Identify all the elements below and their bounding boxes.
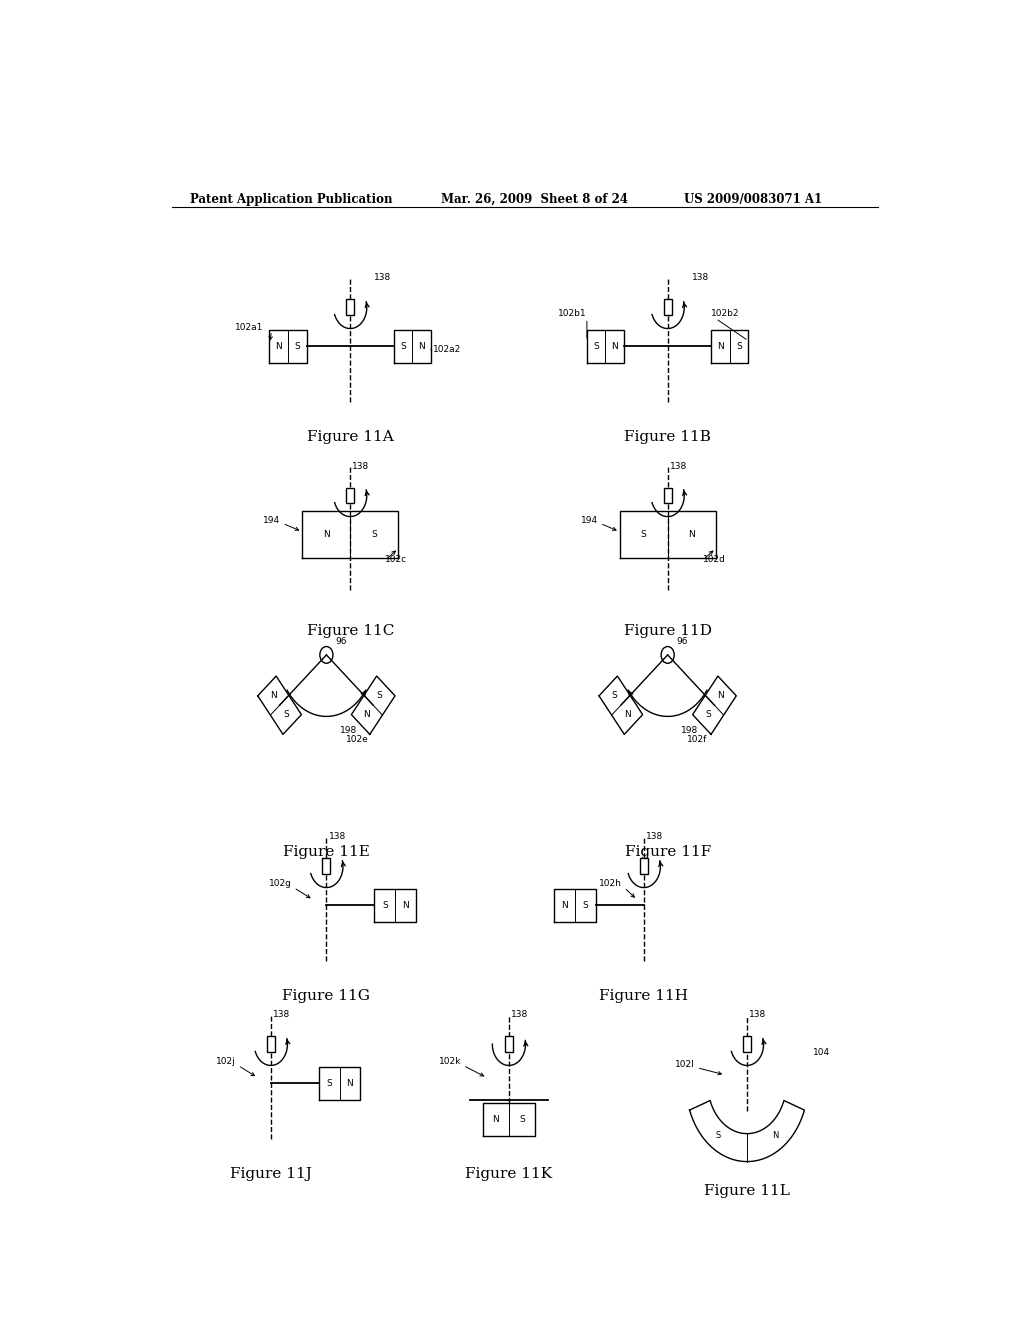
Bar <box>743 1036 751 1052</box>
Text: 102j: 102j <box>216 1057 236 1065</box>
Bar <box>346 487 354 503</box>
Text: 102b2: 102b2 <box>712 309 739 318</box>
Text: 96: 96 <box>335 636 347 645</box>
Text: Figure 11C: Figure 11C <box>306 624 394 638</box>
Text: N: N <box>688 529 695 539</box>
Text: S: S <box>327 1078 332 1088</box>
Text: 198: 198 <box>681 726 698 735</box>
Bar <box>664 487 672 503</box>
Text: S: S <box>716 1131 721 1140</box>
Text: Figure 11J: Figure 11J <box>230 1167 311 1181</box>
Text: 102a1: 102a1 <box>234 322 263 331</box>
Text: 102g: 102g <box>268 879 292 888</box>
Text: Figure 11L: Figure 11L <box>705 1184 790 1199</box>
Text: Figure 11D: Figure 11D <box>624 624 712 638</box>
Text: S: S <box>736 342 742 351</box>
Text: S: S <box>372 529 377 539</box>
Text: 102h: 102h <box>599 879 622 888</box>
Text: 102a2: 102a2 <box>433 345 462 354</box>
Text: 198: 198 <box>340 726 356 735</box>
Text: Figure 11B: Figure 11B <box>625 430 711 445</box>
Text: 138: 138 <box>352 462 370 470</box>
Text: N: N <box>718 692 724 700</box>
Text: 138: 138 <box>374 273 391 282</box>
Text: S: S <box>593 342 599 351</box>
Text: S: S <box>611 692 617 700</box>
Text: S: S <box>583 902 589 909</box>
Text: 138: 138 <box>329 833 346 841</box>
Text: 102k: 102k <box>438 1057 461 1065</box>
Text: N: N <box>624 710 631 719</box>
Text: 138: 138 <box>511 1010 528 1019</box>
Text: N: N <box>364 710 371 719</box>
Text: 102d: 102d <box>702 556 725 565</box>
Bar <box>664 300 672 315</box>
Text: N: N <box>270 692 276 700</box>
Text: 138: 138 <box>750 1010 766 1019</box>
Text: 194: 194 <box>581 516 598 525</box>
Text: S: S <box>377 692 382 700</box>
Text: 194: 194 <box>263 516 281 525</box>
Text: US 2009/0083071 A1: US 2009/0083071 A1 <box>684 193 821 206</box>
Text: 138: 138 <box>691 273 709 282</box>
Bar <box>267 1036 274 1052</box>
Bar <box>640 858 648 874</box>
Bar <box>346 300 354 315</box>
Text: Figure 11G: Figure 11G <box>283 989 371 1003</box>
Text: Figure 11K: Figure 11K <box>465 1167 553 1181</box>
Text: N: N <box>611 342 618 351</box>
Text: 102b1: 102b1 <box>558 309 587 318</box>
Text: Figure 11A: Figure 11A <box>307 430 393 445</box>
Text: S: S <box>706 710 711 719</box>
Text: S: S <box>400 342 406 351</box>
Text: S: S <box>382 902 388 909</box>
Text: N: N <box>419 342 425 351</box>
Text: 96: 96 <box>677 636 688 645</box>
Text: 104: 104 <box>812 1048 829 1057</box>
Bar <box>505 1036 513 1052</box>
Text: Patent Application Publication: Patent Application Publication <box>189 193 392 206</box>
Text: Figure 11H: Figure 11H <box>599 989 688 1003</box>
Text: N: N <box>561 902 568 909</box>
Text: N: N <box>275 342 282 351</box>
Text: S: S <box>283 710 289 719</box>
Text: Figure 11E: Figure 11E <box>283 845 370 859</box>
Text: S: S <box>519 1115 525 1125</box>
Text: 138: 138 <box>273 1010 290 1019</box>
Text: S: S <box>295 342 300 351</box>
Text: Figure 11F: Figure 11F <box>625 845 711 859</box>
Text: N: N <box>773 1131 779 1140</box>
Text: 138: 138 <box>670 462 687 470</box>
Text: N: N <box>402 902 409 909</box>
Text: N: N <box>346 1078 353 1088</box>
Text: S: S <box>641 529 646 539</box>
Text: 102e: 102e <box>346 734 369 743</box>
Bar <box>323 858 331 874</box>
Text: 102l: 102l <box>675 1060 694 1069</box>
Text: 102f: 102f <box>687 734 708 743</box>
Text: N: N <box>717 342 724 351</box>
Text: 138: 138 <box>646 833 664 841</box>
Text: Mar. 26, 2009  Sheet 8 of 24: Mar. 26, 2009 Sheet 8 of 24 <box>441 193 629 206</box>
Text: N: N <box>493 1115 500 1125</box>
Text: N: N <box>323 529 330 539</box>
Text: 102c: 102c <box>385 556 408 565</box>
